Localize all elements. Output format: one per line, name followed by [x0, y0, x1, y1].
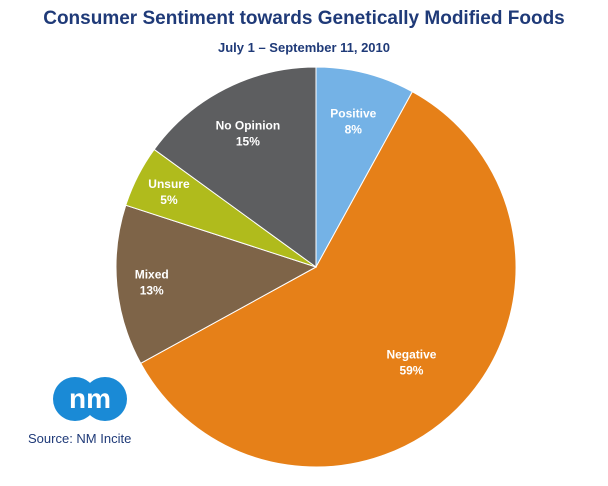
slice-label-unsure: Unsure 5% [148, 177, 190, 207]
chart-title: Consumer Sentiment towards Genetically M… [43, 8, 565, 29]
nm-logo-icon: nm [53, 377, 127, 421]
pie-slice-mixed [115, 204, 318, 365]
pie-slice-negative [140, 91, 517, 468]
source-note: Source: NM Incite [28, 431, 132, 446]
slice-label-no-opinion: No Opinion 15% [216, 118, 281, 148]
slice-label-positive: Positive 8% [330, 107, 376, 137]
slice-label-mixed: Mixed 13% [135, 268, 169, 298]
chart-subtitle: July 1 – September 11, 2010 [218, 40, 390, 55]
slice-label-negative: Negative 59% [386, 347, 436, 377]
pie-slice-no-opinion [153, 66, 317, 268]
pie-slice-positive [315, 66, 414, 268]
svg-text:nm: nm [69, 383, 111, 414]
